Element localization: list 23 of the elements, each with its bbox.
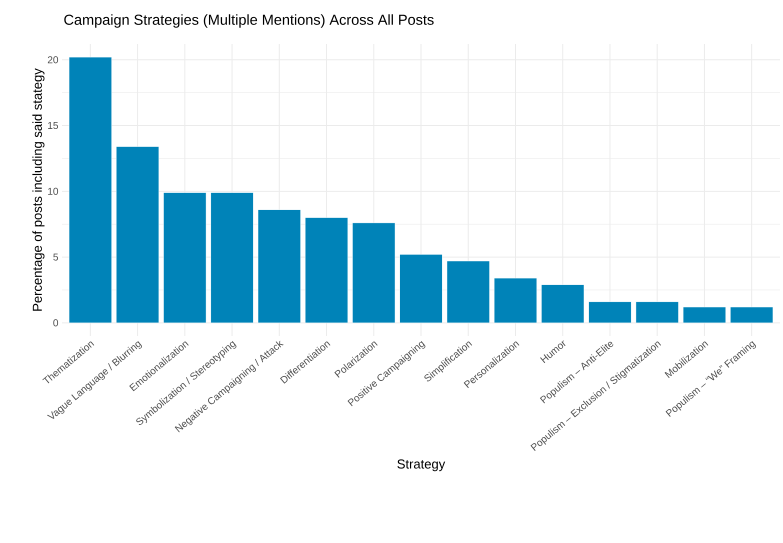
bar	[730, 306, 774, 324]
y-tick-label: 10	[48, 188, 58, 195]
y-tick-label: 20	[48, 56, 58, 64]
chart-title: Campaign Strategies (Multiple Mentions) Across All Posts	[64, 14, 434, 28]
y-axis-title: Percentage of posts including said stategy	[32, 68, 44, 311]
bar	[588, 302, 632, 324]
bar	[541, 284, 584, 324]
bar	[258, 210, 301, 324]
y-tick-label: 5	[53, 254, 58, 261]
bar	[210, 192, 254, 324]
y-tick-label: 0	[53, 319, 58, 326]
bar	[400, 254, 442, 324]
bar	[352, 222, 396, 324]
y-tick-label: 15	[48, 122, 58, 130]
bar	[116, 146, 160, 324]
bar	[636, 302, 679, 324]
bar	[163, 192, 206, 324]
bar	[305, 217, 348, 324]
x-axis-title: Strategy	[397, 459, 446, 472]
bar	[682, 306, 726, 324]
bar	[446, 260, 490, 324]
bar	[494, 278, 537, 324]
bar	[68, 56, 112, 324]
